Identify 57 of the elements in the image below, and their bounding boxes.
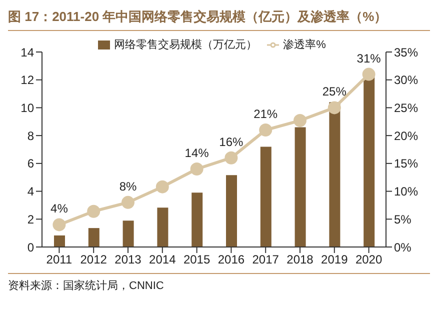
point [52, 218, 66, 232]
legend-label: 网络零售交易规模（万亿元） [114, 39, 258, 51]
x-tick-label: 2020 [355, 252, 382, 267]
data-label: 4% [50, 202, 68, 216]
y2-tick-label: 30% [394, 73, 418, 88]
bar [192, 192, 203, 247]
data-label: 14% [184, 146, 210, 160]
bar [122, 220, 134, 247]
y-tick-label: 10 [20, 100, 34, 115]
y-tick-label: 8 [27, 128, 34, 143]
point [259, 124, 272, 136]
point [122, 196, 134, 209]
y2-tick-label: 35% [394, 45, 418, 60]
x-tick-label: 2012 [80, 252, 108, 267]
y-tick-label: 12 [20, 73, 34, 88]
bar [88, 228, 100, 247]
data-label: 16% [219, 134, 244, 149]
x-tick-label: 2016 [218, 252, 245, 267]
chart-title: 图 17：2011-20 年中国网络零售交易规模（亿元）及渗透率（%） [8, 8, 430, 31]
x-tick-label: 2018 [286, 252, 314, 267]
y2-tick-label: 0% [394, 240, 412, 254]
bar [157, 208, 168, 247]
x-tick-label: 2014 [149, 252, 176, 267]
point [328, 101, 341, 114]
bar [294, 127, 306, 247]
point [224, 151, 238, 164]
bar [226, 175, 237, 247]
bar [54, 235, 65, 247]
y2-tick-label: 10% [394, 184, 418, 199]
bar [260, 146, 272, 247]
text: 资料来源：国家统计局，CNNIC [8, 278, 165, 293]
y-tick-label: 14 [20, 45, 34, 60]
bar [364, 76, 375, 247]
point [190, 162, 204, 176]
point [362, 68, 376, 81]
data-label: 21% [254, 107, 278, 121]
point [87, 204, 100, 218]
y-tick-label: 0 [27, 240, 34, 254]
x-tick-label: 2011 [46, 252, 72, 267]
bar [329, 102, 340, 247]
data-label: 8% [119, 179, 137, 194]
data-label: 31% [356, 51, 382, 66]
x-tick-label: 2019 [321, 252, 348, 267]
point [294, 114, 306, 128]
y2-tick-label: 15% [394, 156, 418, 171]
legend-label: 渗透率% [283, 39, 326, 51]
x-tick-label: 2017 [252, 252, 280, 267]
y2-tick-label: 5% [394, 212, 412, 226]
y2-tick-label: 20% [394, 128, 418, 143]
x-tick-label: 2013 [114, 252, 142, 267]
point [156, 180, 169, 194]
y-tick-label: 6 [27, 156, 34, 171]
x-tick-label: 2015 [183, 252, 210, 267]
y-tick-label: 4 [27, 184, 34, 199]
y-tick-label: 2 [27, 212, 34, 226]
data-label: 25% [322, 84, 347, 99]
y2-tick-label: 25% [394, 100, 418, 115]
